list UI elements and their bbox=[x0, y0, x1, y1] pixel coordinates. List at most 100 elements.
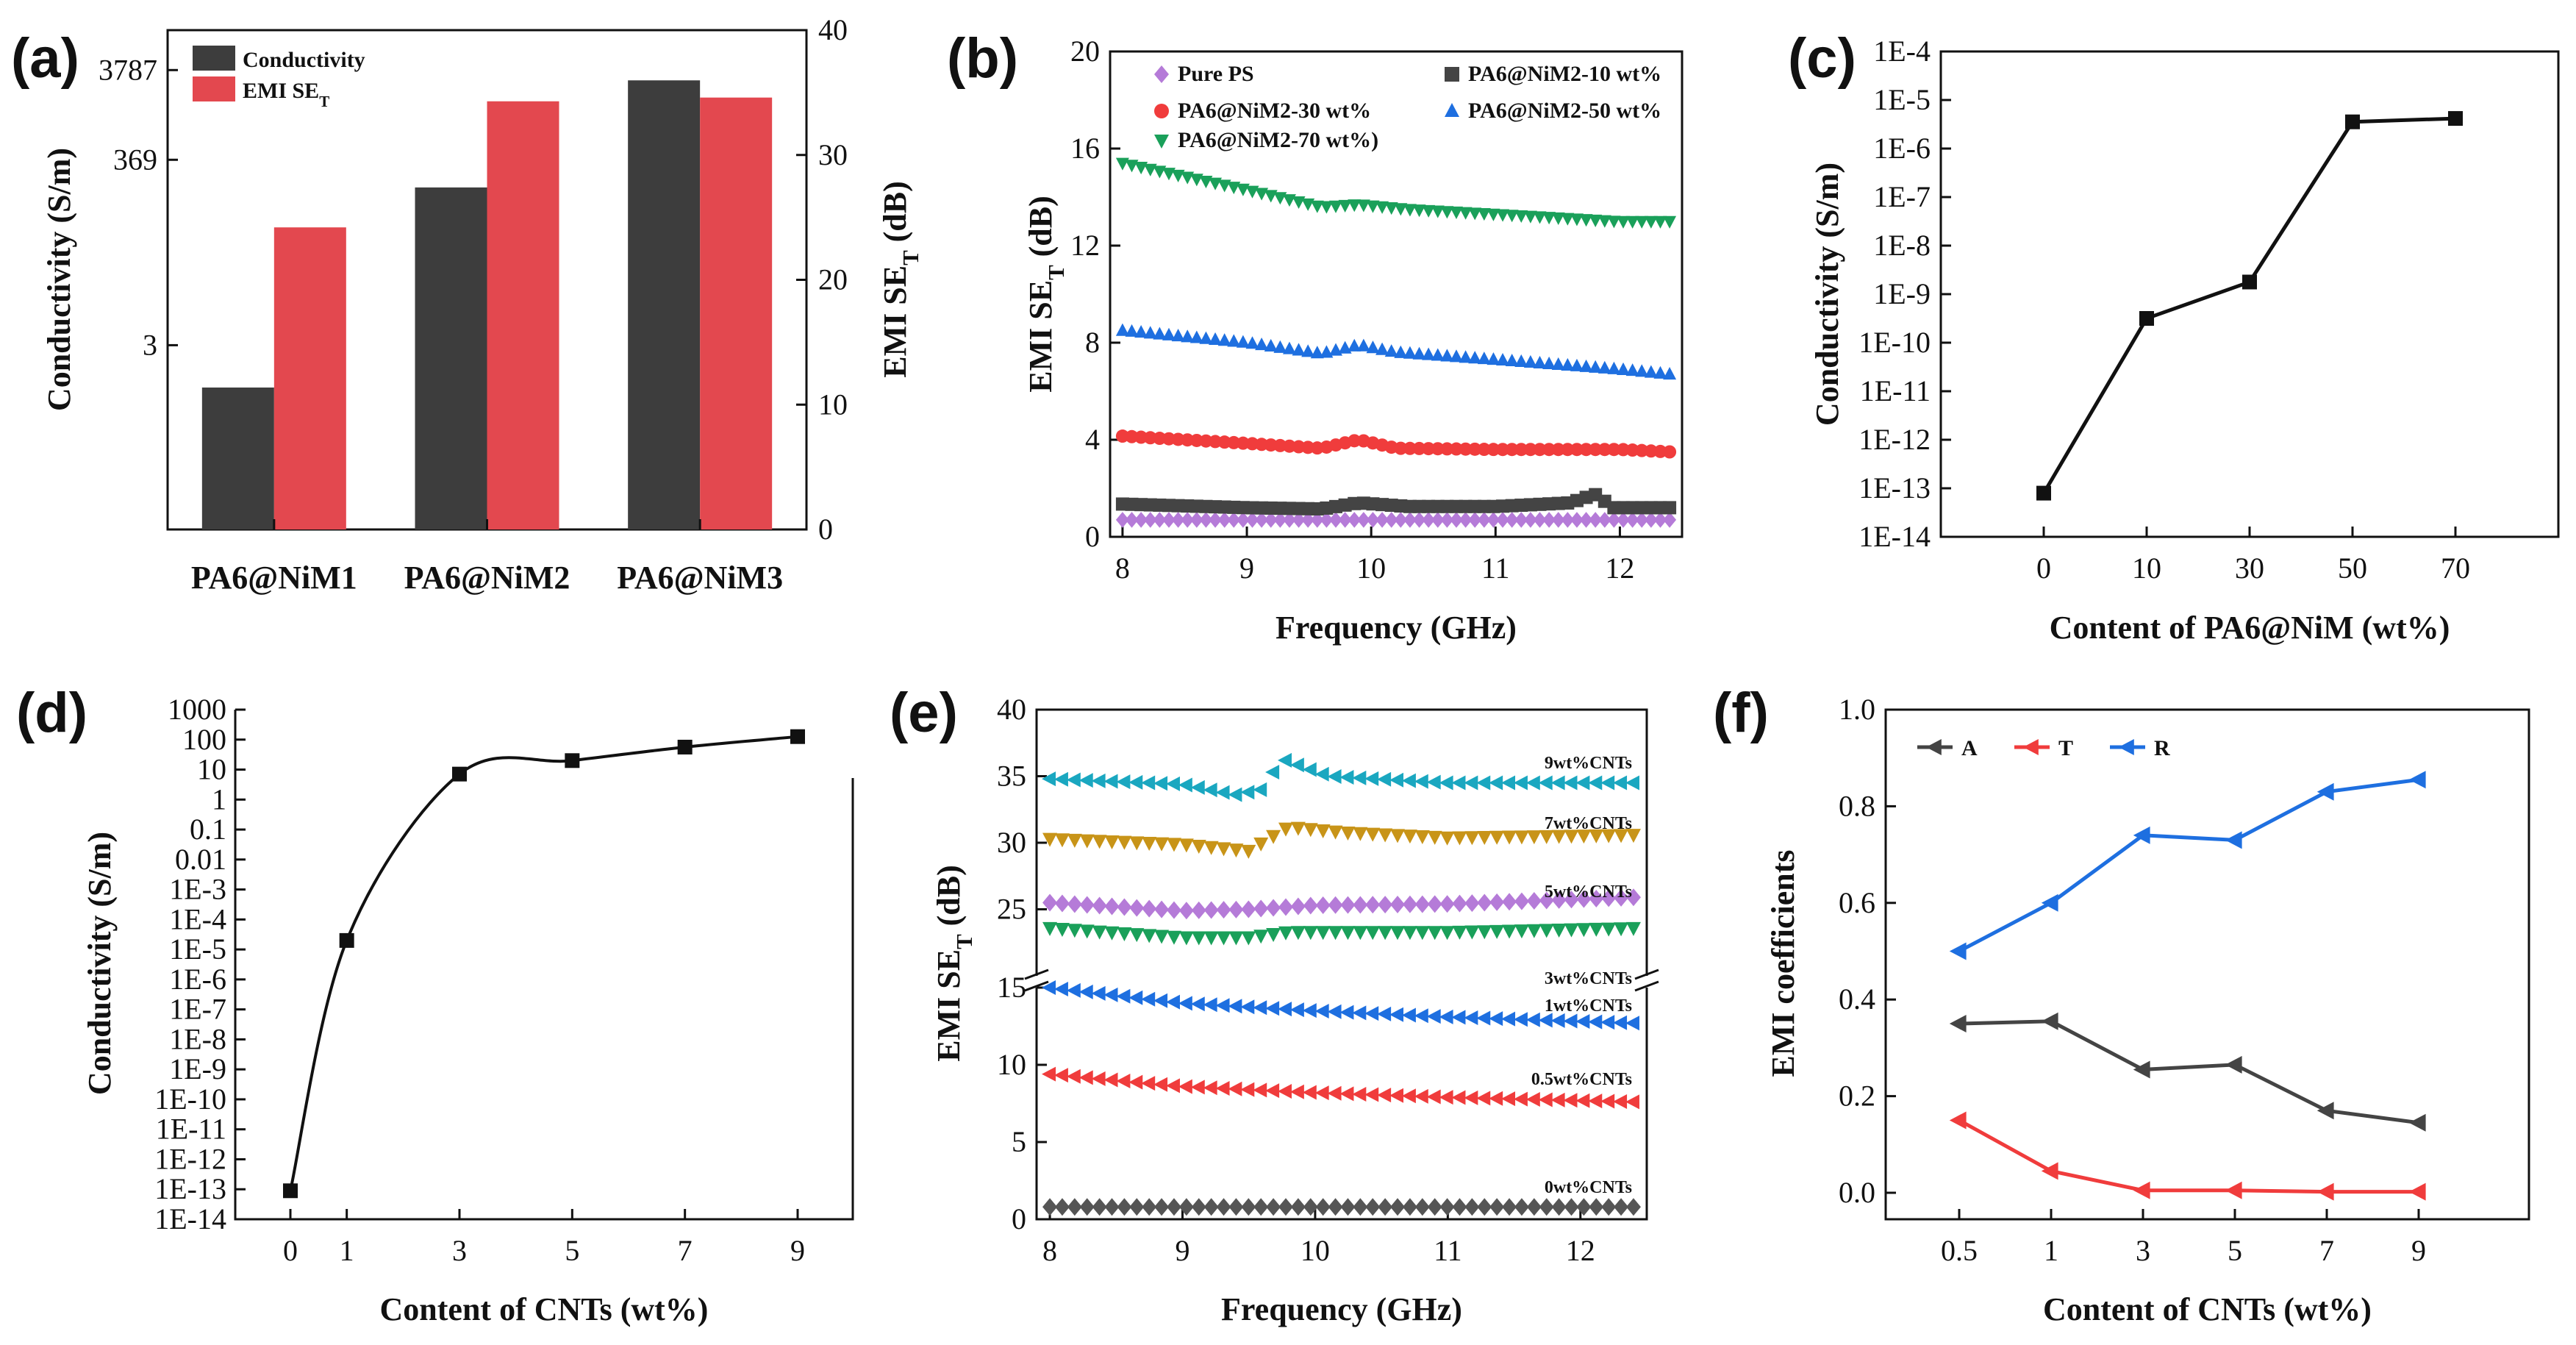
data-point bbox=[1452, 925, 1467, 940]
data-point bbox=[1422, 442, 1436, 456]
data-point bbox=[1141, 1076, 1156, 1091]
series-label: 7wt%CNTs bbox=[1545, 814, 1632, 833]
data-point bbox=[1042, 771, 1056, 787]
y-tick-label: 5 bbox=[1012, 1125, 1026, 1158]
data-point bbox=[1533, 512, 1547, 528]
data-point bbox=[1320, 201, 1334, 214]
data-point bbox=[1644, 512, 1658, 528]
y-tick-label: 1E-14 bbox=[154, 1202, 226, 1235]
data-point bbox=[1314, 1085, 1329, 1101]
data-point bbox=[1625, 921, 1641, 936]
data-point bbox=[1191, 1198, 1206, 1216]
data-point bbox=[1601, 829, 1617, 843]
y-tick-label: 1E-6 bbox=[169, 963, 226, 996]
data-point bbox=[1564, 923, 1579, 938]
data-point bbox=[1412, 346, 1426, 360]
data-point bbox=[1340, 926, 1356, 941]
y-tick-label: 0.01 bbox=[175, 843, 226, 876]
legend-marker bbox=[1445, 103, 1459, 117]
data-point bbox=[1414, 774, 1428, 789]
data-point bbox=[1253, 837, 1269, 852]
data-point bbox=[1551, 443, 1565, 457]
data-point bbox=[1449, 442, 1463, 456]
data-point bbox=[1431, 348, 1445, 361]
data-point bbox=[1575, 1093, 1590, 1108]
data-point bbox=[1426, 1009, 1441, 1024]
data-point bbox=[1561, 443, 1575, 457]
data-point bbox=[1576, 1198, 1592, 1216]
y-axis-label: EMI SET (dB) bbox=[931, 865, 977, 1062]
data-point bbox=[1403, 346, 1417, 359]
x-tick-label: 8 bbox=[1042, 1234, 1057, 1267]
y2-tick-label: 10 bbox=[818, 388, 848, 421]
data-point bbox=[2225, 831, 2242, 849]
y-tick-label: 8 bbox=[1085, 326, 1100, 359]
bar-emi-se bbox=[273, 227, 346, 529]
chart-c: (c) 1E-14 1E-13 1E-12 1E-11 1E-10 1E-9 1E-8 1E-7… bbox=[1788, 27, 2560, 646]
y2-axis-label: EMI SET (dB) bbox=[877, 181, 923, 378]
data-point bbox=[1129, 1198, 1145, 1216]
y-tick-label: 1E-7 bbox=[1873, 180, 1931, 213]
data-point bbox=[1277, 1083, 1292, 1099]
data-point bbox=[1092, 925, 1107, 940]
data-point bbox=[1289, 1084, 1304, 1099]
data-point bbox=[1589, 890, 1604, 908]
data-point bbox=[1644, 215, 1658, 229]
x-tick-label: 5 bbox=[565, 1234, 579, 1267]
data-point bbox=[1328, 825, 1343, 840]
data-point bbox=[1384, 344, 1398, 357]
data-point bbox=[1327, 769, 1342, 785]
data-point bbox=[1375, 512, 1389, 528]
data-point bbox=[1489, 775, 1503, 791]
data-point bbox=[1166, 1198, 1181, 1216]
y-tick-label: 1E-5 bbox=[169, 932, 226, 966]
data-point bbox=[1514, 1198, 1529, 1216]
data-point bbox=[1390, 926, 1406, 941]
data-point bbox=[1320, 512, 1334, 528]
y-tick-label: 1E-11 bbox=[156, 1113, 226, 1146]
data-point bbox=[1310, 512, 1324, 528]
data-point bbox=[1228, 787, 1242, 802]
data-point bbox=[1431, 205, 1445, 218]
data-point bbox=[1401, 773, 1416, 788]
data-point bbox=[1412, 441, 1426, 455]
data-line bbox=[2042, 116, 2456, 494]
data-point bbox=[1526, 830, 1542, 845]
data-point bbox=[1502, 830, 1517, 845]
data-point bbox=[1042, 980, 1056, 995]
series-label: 0wt%CNTs bbox=[1545, 1178, 1632, 1197]
data-point bbox=[1199, 331, 1213, 344]
y-tick-label: 3787 bbox=[99, 53, 157, 86]
data-point bbox=[1338, 199, 1352, 213]
y-tick-label: 0 bbox=[1012, 1202, 1026, 1235]
data-point bbox=[1340, 826, 1356, 841]
series-label: 5wt%CNTs bbox=[1545, 882, 1632, 902]
data-point bbox=[1162, 327, 1176, 340]
data-point bbox=[1339, 1005, 1354, 1020]
data-point bbox=[1191, 840, 1206, 855]
data-point bbox=[1464, 1198, 1480, 1216]
x-tick-label: 9 bbox=[2411, 1234, 2426, 1267]
data-point bbox=[1366, 340, 1380, 354]
data-point bbox=[1353, 1198, 1368, 1216]
x-tick-label: PA6@NiM2 bbox=[404, 560, 570, 596]
data-point bbox=[1143, 512, 1157, 528]
data-point bbox=[1273, 512, 1287, 528]
data-point bbox=[1142, 899, 1157, 918]
data-point bbox=[1129, 836, 1145, 851]
axis-break-mark bbox=[1024, 980, 1049, 992]
data-point bbox=[1464, 1010, 1478, 1025]
data-point bbox=[1265, 764, 1280, 779]
panel-label-f: (f) bbox=[1713, 682, 1769, 744]
data-point bbox=[1154, 930, 1170, 944]
data-point bbox=[1403, 441, 1417, 455]
x-axis-label: Content of PA6@NiM (wt%) bbox=[2050, 610, 2450, 646]
data-point bbox=[1394, 441, 1408, 455]
data-point bbox=[1171, 512, 1185, 528]
data-point bbox=[1426, 1089, 1441, 1105]
data-point bbox=[1663, 501, 1677, 515]
y-tick-label: 369 bbox=[113, 143, 157, 176]
data-line-R bbox=[1958, 777, 2419, 953]
data-point bbox=[1601, 889, 1617, 907]
data-point bbox=[1264, 512, 1278, 528]
